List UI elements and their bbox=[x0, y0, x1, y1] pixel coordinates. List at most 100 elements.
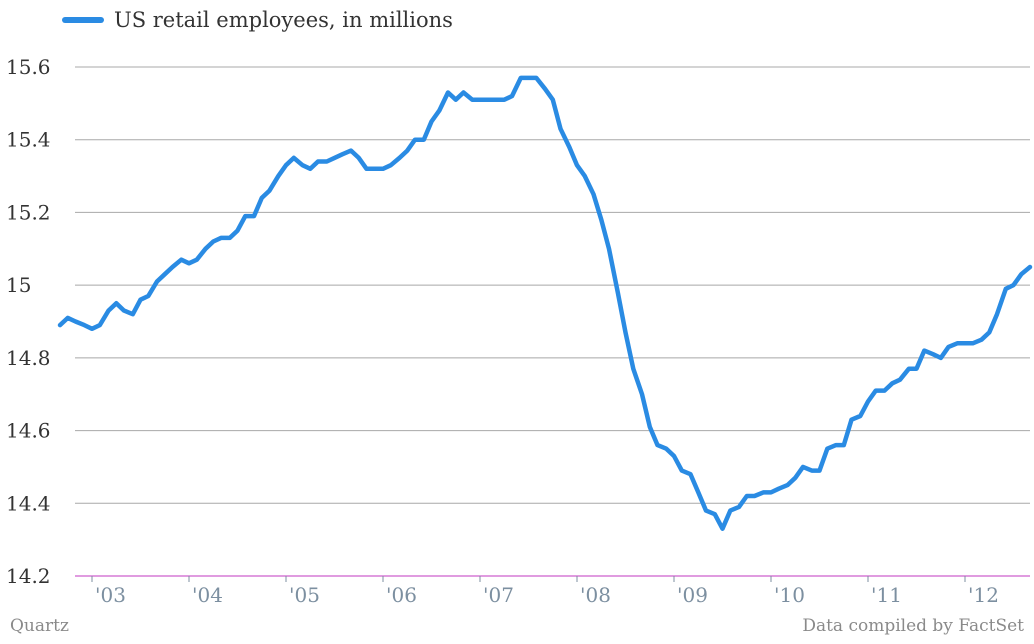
data-point bbox=[196, 258, 198, 261]
data-point bbox=[964, 342, 966, 345]
data-point bbox=[99, 324, 101, 326]
data-point bbox=[123, 309, 125, 312]
y-tick-label: 15.2 bbox=[6, 200, 51, 224]
data-point bbox=[932, 353, 934, 356]
data-point bbox=[268, 189, 271, 192]
data-point bbox=[341, 153, 344, 156]
data-point bbox=[988, 331, 991, 334]
data-point bbox=[762, 491, 765, 494]
data-point bbox=[132, 313, 134, 316]
data-point bbox=[495, 98, 498, 101]
data-point bbox=[309, 168, 312, 170]
data-point bbox=[899, 378, 901, 381]
data-point bbox=[1029, 266, 1031, 268]
x-tick-label: '11 bbox=[871, 583, 902, 607]
data-point bbox=[770, 491, 772, 494]
data-point bbox=[277, 175, 280, 177]
gridlines bbox=[75, 66, 1030, 577]
data-point bbox=[980, 338, 983, 341]
data-point bbox=[697, 491, 700, 494]
data-point bbox=[624, 331, 627, 334]
data-point bbox=[220, 237, 222, 239]
legend: US retail employees, in millions bbox=[62, 6, 453, 34]
data-point bbox=[746, 495, 748, 497]
y-tick-label: 15.4 bbox=[6, 128, 51, 152]
data-point bbox=[358, 157, 360, 159]
x-tick-label: '05 bbox=[289, 583, 320, 607]
data-point bbox=[818, 469, 821, 472]
data-point bbox=[462, 91, 465, 94]
data-point bbox=[794, 477, 797, 479]
data-point bbox=[438, 109, 441, 112]
x-tick-label: '09 bbox=[677, 583, 708, 607]
data-point bbox=[568, 146, 571, 148]
data-point bbox=[244, 215, 247, 217]
x-tick-label: '06 bbox=[386, 583, 417, 607]
data-point bbox=[423, 138, 425, 141]
x-tick-label: '07 bbox=[483, 583, 514, 607]
data-point bbox=[430, 120, 433, 123]
data-point bbox=[714, 513, 716, 515]
data-point bbox=[229, 237, 231, 239]
data-point bbox=[617, 291, 619, 294]
data-point bbox=[656, 444, 659, 446]
legend-label: US retail employees, in millions bbox=[114, 8, 453, 32]
data-point bbox=[487, 98, 489, 101]
data-point bbox=[147, 295, 150, 297]
x-tick-label: '04 bbox=[192, 583, 223, 607]
legend-swatch bbox=[62, 17, 104, 23]
data-point bbox=[156, 280, 158, 283]
data-point bbox=[326, 160, 328, 163]
data-point bbox=[729, 509, 732, 512]
data-point bbox=[778, 487, 780, 490]
data-point bbox=[641, 393, 643, 396]
data-point bbox=[83, 324, 86, 326]
data-point bbox=[1012, 284, 1015, 286]
data-point bbox=[527, 77, 530, 79]
data-point bbox=[115, 302, 118, 305]
data-point bbox=[1020, 273, 1023, 276]
data-point bbox=[317, 160, 319, 163]
data-point bbox=[915, 368, 918, 370]
data-point bbox=[721, 527, 724, 530]
data-point bbox=[164, 273, 166, 276]
x-tick-label: '03 bbox=[95, 583, 126, 607]
data-point bbox=[786, 484, 789, 486]
data-point bbox=[811, 469, 813, 472]
data-point bbox=[738, 506, 740, 508]
data-point bbox=[908, 368, 910, 370]
data-point bbox=[139, 298, 142, 301]
data-point bbox=[826, 447, 829, 450]
data-point bbox=[479, 98, 481, 101]
data-point bbox=[74, 320, 77, 323]
data-point bbox=[59, 324, 61, 326]
x-tick-label: '10 bbox=[774, 583, 805, 607]
data-point bbox=[592, 193, 595, 195]
data-point bbox=[705, 509, 707, 512]
data-point bbox=[455, 98, 457, 101]
data-point bbox=[285, 164, 287, 166]
data-point bbox=[875, 389, 877, 392]
data-point bbox=[859, 415, 862, 417]
data-point bbox=[350, 149, 352, 152]
data-point bbox=[390, 164, 392, 166]
data-point bbox=[891, 382, 894, 385]
source-credit-right: Data compiled by FactSet bbox=[802, 616, 1024, 636]
x-axis-ticks: '03 '04 '05 '06 '07 '08 '09 '10 '11 '12 bbox=[91, 576, 999, 607]
data-point bbox=[382, 168, 384, 170]
series-layer bbox=[57, 75, 1033, 531]
data-point bbox=[188, 262, 190, 265]
data-point bbox=[584, 175, 586, 177]
x-tick-label: '12 bbox=[968, 583, 999, 607]
data-point bbox=[333, 157, 336, 159]
data-point bbox=[673, 455, 675, 457]
data-point bbox=[236, 229, 239, 232]
data-point bbox=[67, 317, 69, 319]
data-point bbox=[471, 98, 474, 101]
data-point bbox=[835, 444, 837, 446]
series-line bbox=[57, 75, 1033, 531]
data-point bbox=[261, 197, 263, 199]
data-point bbox=[180, 258, 183, 261]
data-point bbox=[91, 328, 93, 330]
